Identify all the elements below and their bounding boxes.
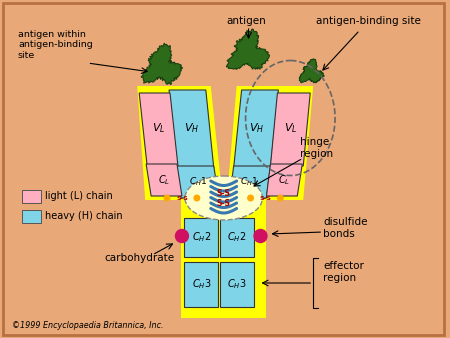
Polygon shape bbox=[169, 90, 214, 168]
Polygon shape bbox=[299, 59, 324, 83]
Text: carbohydrate: carbohydrate bbox=[104, 253, 175, 263]
Text: $C_{H}2$: $C_{H}2$ bbox=[227, 230, 247, 244]
Circle shape bbox=[194, 195, 200, 201]
Text: $V_H$: $V_H$ bbox=[249, 121, 264, 135]
FancyBboxPatch shape bbox=[22, 210, 41, 222]
Text: $C_{H}1$: $C_{H}1$ bbox=[189, 176, 207, 188]
Text: $C_{H}1$: $C_{H}1$ bbox=[240, 176, 259, 188]
FancyBboxPatch shape bbox=[22, 190, 41, 202]
Text: hinge
region: hinge region bbox=[300, 137, 333, 159]
Text: light (L) chain: light (L) chain bbox=[45, 191, 112, 201]
FancyBboxPatch shape bbox=[220, 217, 254, 257]
FancyBboxPatch shape bbox=[220, 262, 254, 307]
Polygon shape bbox=[234, 90, 279, 168]
Polygon shape bbox=[266, 164, 302, 196]
Text: $C_{H}3$: $C_{H}3$ bbox=[192, 277, 211, 291]
Ellipse shape bbox=[185, 176, 262, 220]
Text: antigen-binding site: antigen-binding site bbox=[316, 16, 421, 26]
Circle shape bbox=[278, 195, 283, 201]
Text: $V_L$: $V_L$ bbox=[284, 121, 297, 135]
Text: heavy (H) chain: heavy (H) chain bbox=[45, 211, 122, 221]
Text: S-S: S-S bbox=[217, 198, 231, 208]
Text: S-S: S-S bbox=[176, 195, 188, 200]
Text: ©1999 Encyclopaedia Britannica, Inc.: ©1999 Encyclopaedia Britannica, Inc. bbox=[12, 321, 163, 330]
Circle shape bbox=[254, 230, 267, 242]
Polygon shape bbox=[139, 93, 178, 166]
Text: $C_{H}3$: $C_{H}3$ bbox=[227, 277, 247, 291]
Text: $C_L$: $C_L$ bbox=[158, 173, 170, 187]
Polygon shape bbox=[146, 164, 182, 196]
Text: $C_{H}2$: $C_{H}2$ bbox=[192, 230, 211, 244]
Polygon shape bbox=[141, 43, 183, 84]
Text: disulfide
bonds: disulfide bonds bbox=[323, 217, 368, 239]
FancyBboxPatch shape bbox=[184, 262, 218, 307]
Circle shape bbox=[176, 230, 189, 242]
FancyBboxPatch shape bbox=[184, 217, 218, 257]
Polygon shape bbox=[181, 200, 266, 318]
Polygon shape bbox=[176, 166, 219, 198]
Polygon shape bbox=[227, 86, 313, 200]
Polygon shape bbox=[230, 166, 270, 198]
Text: antigen: antigen bbox=[227, 16, 266, 26]
Circle shape bbox=[164, 195, 170, 201]
Text: antigen within
antigen-binding
site: antigen within antigen-binding site bbox=[18, 30, 93, 60]
Text: effector
region: effector region bbox=[323, 261, 364, 283]
Circle shape bbox=[248, 195, 253, 201]
Polygon shape bbox=[137, 86, 223, 200]
Text: $C_L$: $C_L$ bbox=[278, 173, 290, 187]
Polygon shape bbox=[270, 93, 310, 166]
Polygon shape bbox=[226, 29, 270, 70]
Text: S-S: S-S bbox=[217, 189, 231, 197]
Text: $V_L$: $V_L$ bbox=[153, 121, 166, 135]
Text: S-S: S-S bbox=[260, 195, 271, 200]
Text: $V_H$: $V_H$ bbox=[184, 121, 199, 135]
